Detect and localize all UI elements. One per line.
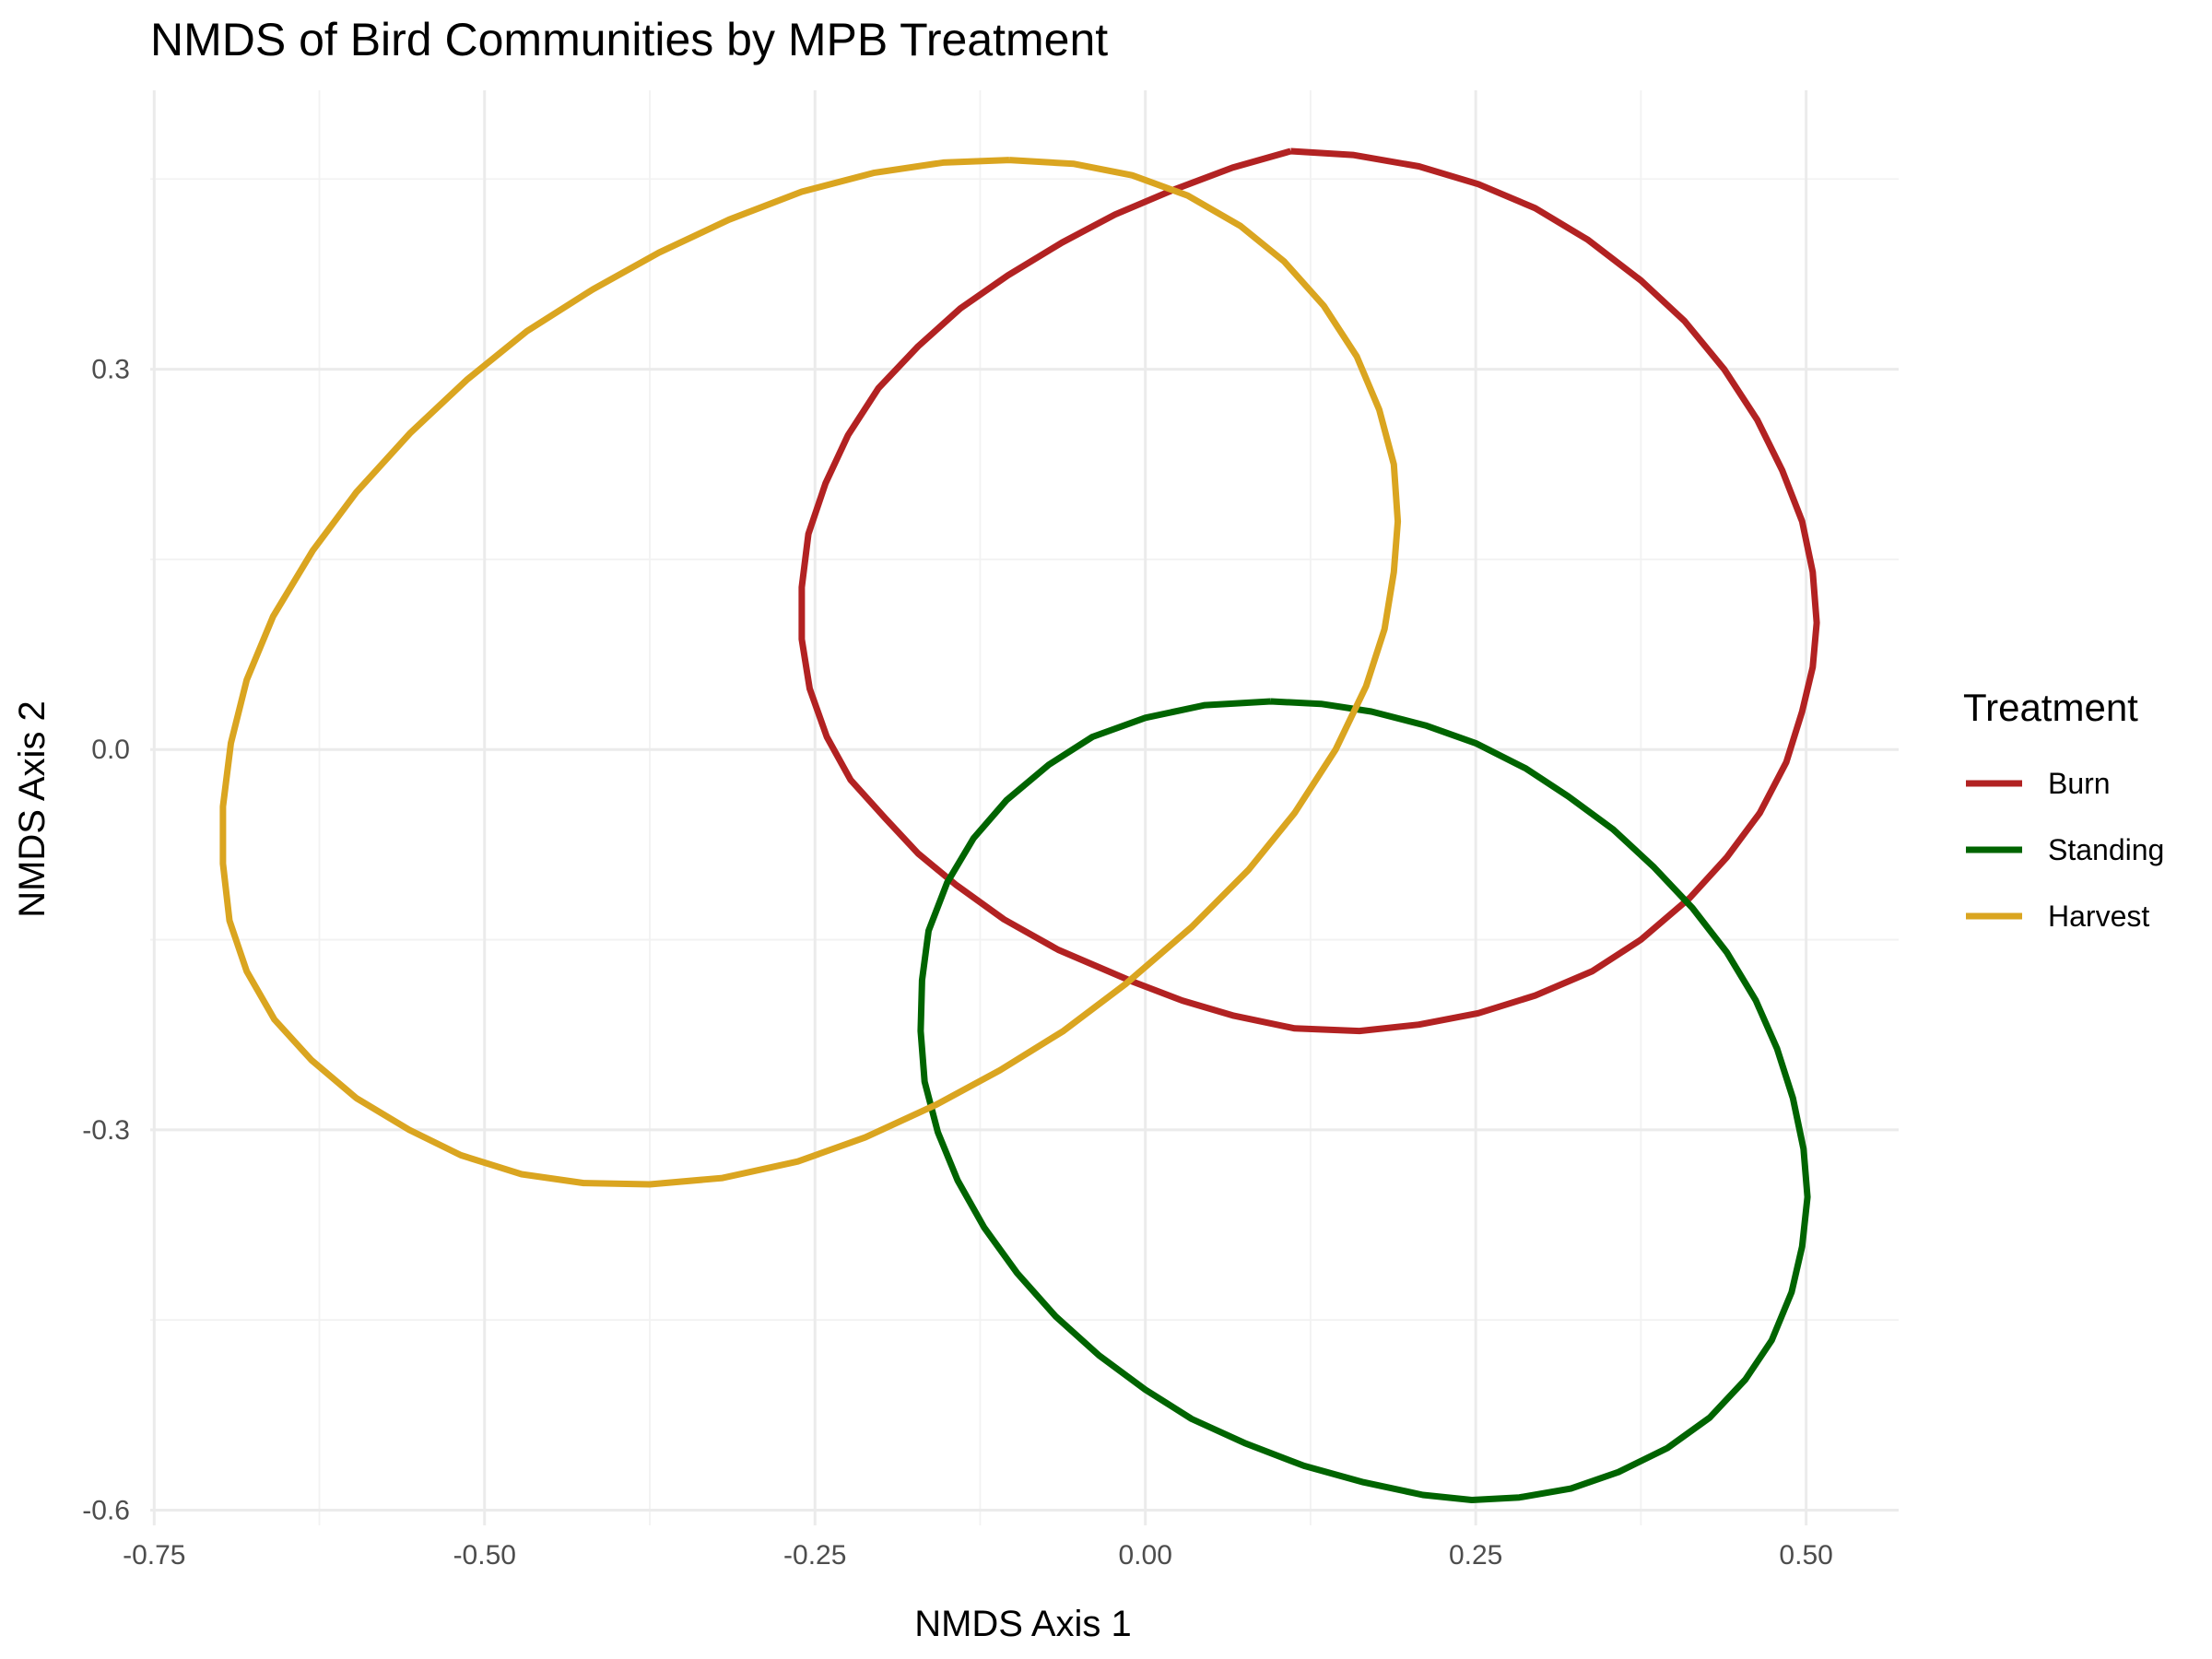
y-axis-ticks: -0.6 -0.3 0.0 0.3 [82,355,130,1526]
x-axis-title: NMDS Axis 1 [914,1604,1132,1644]
x-tick-label: -0.75 [123,1540,185,1571]
x-tick-label: 0.00 [1119,1540,1172,1571]
legend-label-harvest: Harvest [2048,900,2149,933]
y-axis-title: NMDS Axis 2 [12,700,53,918]
series-standing-ellipse [917,698,1811,1503]
legend-title: Treatment [1963,686,2138,729]
x-tick-label: 0.25 [1449,1540,1502,1571]
y-tick-label: 0.3 [91,355,130,385]
x-tick-label: -0.50 [453,1540,516,1571]
y-tick-label: 0.0 [91,735,130,765]
series-burn-ellipse [798,147,1820,1035]
y-tick-label: -0.3 [82,1115,130,1146]
legend-items: Burn Standing Harvest [1966,767,2164,933]
x-axis-ticks: -0.75 -0.50 -0.25 0.00 0.25 0.50 [123,1540,1833,1571]
chart-title: NMDS of Bird Communities by MPB Treatmen… [150,14,1108,65]
x-tick-label: 0.50 [1779,1540,1832,1571]
series-harvest-ellipse [219,157,1402,1188]
legend: Treatment Burn Standing Harvest [1963,686,2164,933]
y-tick-label: -0.6 [82,1495,130,1525]
series-ellipses [219,147,1820,1503]
legend-label-burn: Burn [2048,767,2111,800]
x-tick-label: -0.25 [783,1540,846,1571]
grid-lines [150,90,1899,1525]
legend-label-standing: Standing [2048,833,2164,866]
